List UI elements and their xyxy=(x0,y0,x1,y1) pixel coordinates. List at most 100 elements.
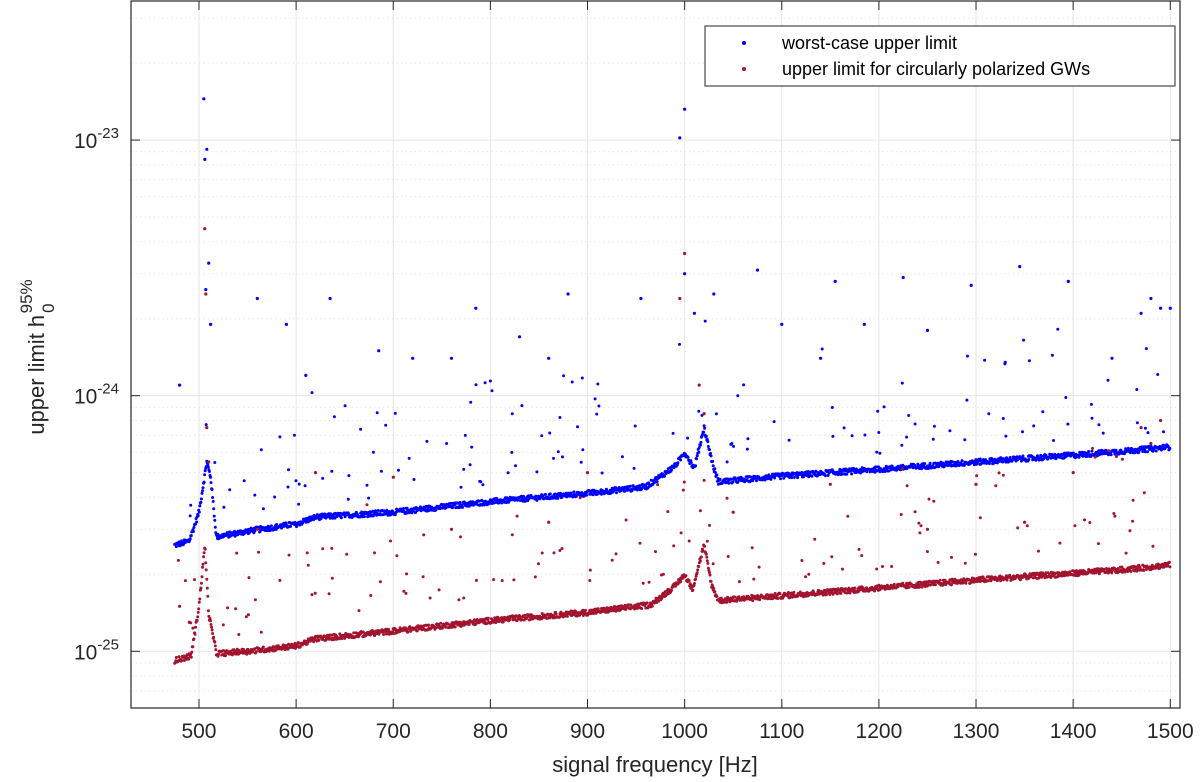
data-point xyxy=(474,622,478,626)
data-point xyxy=(237,532,241,536)
data-point xyxy=(1151,544,1155,548)
data-point xyxy=(1001,473,1005,477)
data-point xyxy=(694,577,698,581)
data-point xyxy=(245,652,249,656)
data-point xyxy=(624,518,628,522)
data-point xyxy=(1021,430,1024,434)
data-point xyxy=(742,383,746,387)
data-point xyxy=(881,565,884,568)
data-point xyxy=(378,580,382,584)
data-point xyxy=(694,464,698,468)
legend-label-circular: upper limit for circularly polarized GWs xyxy=(782,59,1090,79)
data-point xyxy=(876,409,880,413)
data-point xyxy=(176,558,180,562)
y-tick-label-mantissa: 10 xyxy=(74,130,97,153)
data-point xyxy=(1143,426,1147,430)
data-point xyxy=(261,507,265,511)
data-point xyxy=(1041,410,1045,414)
data-point xyxy=(752,577,756,581)
data-point xyxy=(199,500,203,504)
data-point xyxy=(449,501,453,505)
data-point xyxy=(515,514,519,518)
data-point xyxy=(691,588,695,592)
data-point xyxy=(512,578,516,582)
data-point xyxy=(359,427,363,431)
data-point xyxy=(310,391,314,395)
data-point xyxy=(709,579,713,583)
data-point xyxy=(365,503,369,507)
data-point xyxy=(878,451,882,455)
data-point xyxy=(210,488,214,491)
data-point xyxy=(1113,514,1117,518)
data-point xyxy=(964,581,968,585)
data-point xyxy=(444,625,448,629)
data-point xyxy=(845,472,849,476)
outlier-point xyxy=(1149,296,1153,301)
data-point xyxy=(647,580,651,584)
data-point xyxy=(200,491,204,495)
data-point xyxy=(200,575,204,579)
data-point xyxy=(698,559,702,563)
data-point xyxy=(709,454,713,458)
data-point xyxy=(628,484,632,488)
data-point xyxy=(297,641,301,645)
data-point xyxy=(212,635,216,639)
data-point xyxy=(407,456,411,460)
data-point xyxy=(830,555,834,559)
data-point xyxy=(713,590,717,594)
data-point xyxy=(297,502,301,506)
data-point xyxy=(704,434,708,438)
data-point xyxy=(822,561,826,565)
outlier-point xyxy=(683,251,687,256)
data-point xyxy=(900,467,904,471)
data-point xyxy=(588,568,592,572)
data-point xyxy=(623,489,626,493)
data-point xyxy=(725,496,729,500)
outlier-point xyxy=(204,292,208,296)
outlier-point xyxy=(1110,356,1114,360)
data-point xyxy=(451,506,454,510)
data-point xyxy=(687,539,691,543)
data-point xyxy=(633,424,637,428)
data-point xyxy=(679,458,683,462)
data-point xyxy=(558,416,562,419)
data-point xyxy=(712,587,716,590)
data-point xyxy=(714,412,718,416)
data-point xyxy=(1131,498,1135,502)
data-point xyxy=(209,619,212,623)
data-point xyxy=(800,471,804,474)
data-point xyxy=(453,625,457,629)
outlier-point xyxy=(1018,265,1022,269)
data-point xyxy=(211,632,215,635)
data-point xyxy=(189,503,193,507)
data-point xyxy=(1083,518,1086,522)
data-point xyxy=(997,471,1001,475)
series-0 xyxy=(173,97,1172,549)
data-point xyxy=(191,645,195,649)
data-point xyxy=(1016,526,1020,530)
y-tick-label: 10-25 xyxy=(74,636,119,664)
data-point xyxy=(330,469,334,473)
data-point xyxy=(205,577,209,581)
data-point xyxy=(259,448,263,452)
data-point xyxy=(709,451,712,455)
y-tick-label-exponent: -23 xyxy=(97,125,119,142)
data-point xyxy=(695,571,699,575)
data-point xyxy=(298,645,302,649)
data-point xyxy=(699,440,703,444)
data-point xyxy=(830,406,834,409)
data-point xyxy=(810,474,814,478)
data-point xyxy=(437,588,441,592)
data-point xyxy=(462,467,466,471)
plot-frame xyxy=(130,0,1181,709)
legend-box xyxy=(704,25,1176,87)
data-point xyxy=(620,455,624,459)
data-point xyxy=(860,554,864,558)
data-point xyxy=(467,623,471,626)
data-point xyxy=(823,474,827,478)
data-point xyxy=(941,583,945,587)
data-point xyxy=(696,568,700,572)
data-point xyxy=(1135,421,1139,425)
data-point xyxy=(663,474,667,478)
